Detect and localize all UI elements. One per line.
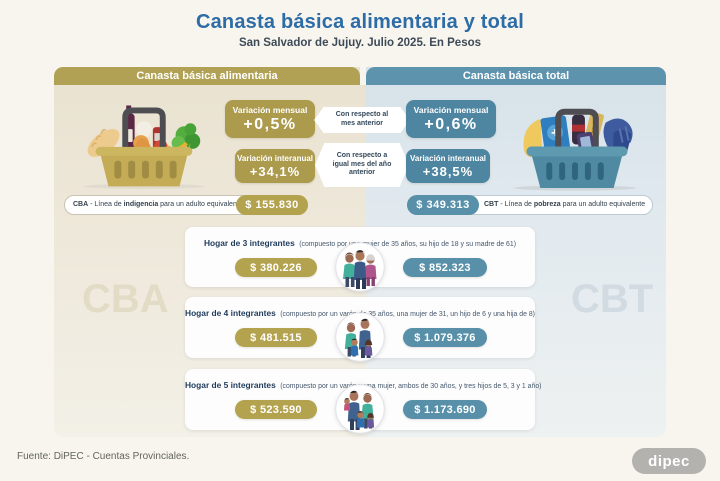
cbt-monthly-variation-label: Variación mensual	[413, 104, 489, 115]
cba-adult-line: CBA - Línea de indigencia para un adulto…	[64, 195, 308, 215]
cbt-yearly-variation-label: Variación interanual	[409, 153, 487, 163]
food-basket-icon	[70, 91, 218, 191]
page-title: Canasta básica alimentaria y total	[195, 11, 525, 33]
cba-watermark: CBA	[82, 277, 169, 321]
cba-monthly-variation-label: Variación mensual	[232, 104, 308, 115]
goods-basket-icon: TICKET	[500, 89, 654, 193]
household-5-card: Hogar de 5 integrantes (compuesto por un…	[185, 369, 542, 434]
household-3-cba-value: $ 380.226	[235, 258, 317, 277]
header-divider	[360, 67, 366, 85]
family-of-4-icon	[335, 312, 385, 362]
family-of-5-icon	[335, 384, 385, 434]
household-4-cba-value: $ 481.515	[235, 328, 317, 347]
cba-adult-line-value: $ 155.830	[236, 195, 308, 215]
family-of-3-icon	[335, 242, 385, 292]
cbt-adult-line-label: CBT - Línea de pobreza para un adulto eq…	[484, 201, 646, 208]
household-5-cbt-value: $ 1.173.690	[403, 400, 487, 419]
cba-monthly-variation-box: Variación mensual +0,5%	[225, 100, 315, 138]
cba-yearly-variation-value: +34,1%	[249, 163, 301, 179]
cbt-watermark: CBT	[571, 277, 654, 321]
household-4-card: Hogar de 4 integrantes (compuesto por un…	[185, 297, 535, 362]
household-4-cbt-value: $ 1.079.376	[403, 328, 487, 347]
main-panel: Canasta básica alimentaria Canasta básic…	[54, 67, 666, 437]
yearly-connector-note: Con respecto a igual mes del año anterio…	[315, 143, 409, 187]
cba-header: Canasta básica alimentaria	[54, 67, 360, 85]
page-subtitle: San Salvador de Jujuy. Julio 2025. En Pe…	[238, 37, 482, 49]
household-5-cba-value: $ 523.590	[235, 400, 317, 419]
cbt-monthly-variation-value: +0,6%	[424, 115, 478, 133]
household-3-title: Hogar de 3 integrantes (compuesto por un…	[203, 238, 517, 248]
dipec-logo: dipec	[632, 448, 706, 474]
cba-yearly-variation-box: Variación interanual +34,1%	[235, 149, 315, 183]
household-3-card: Hogar de 3 integrantes (compuesto por un…	[185, 227, 535, 292]
cba-yearly-variation-label: Variación interanual	[236, 153, 314, 163]
source-note: Fuente: DiPEC - Cuentas Provinciales.	[17, 451, 190, 462]
monthly-connector-note: Con respecto al mes anterior	[314, 107, 410, 133]
cba-adult-line-label: CBA - Línea de indigencia para un adulto…	[73, 201, 243, 208]
cba-monthly-variation-value: +0,5%	[243, 115, 297, 133]
cbt-adult-line: $ 349.313 CBT - Línea de pobreza para un…	[407, 195, 653, 215]
cbt-yearly-variation-box: Variación interanual +38,5%	[406, 149, 490, 183]
household-3-cbt-value: $ 852.323	[403, 258, 487, 277]
cbt-yearly-variation-value: +38,5%	[422, 163, 474, 179]
household-5-title: Hogar de 5 integrantes (compuesto por un…	[185, 380, 542, 390]
household-4-title: Hogar de 4 integrantes (compuesto por un…	[185, 308, 535, 318]
cbt-adult-line-value: $ 349.313	[407, 195, 479, 215]
cbt-monthly-variation-box: Variación mensual +0,6%	[406, 100, 496, 138]
cbt-header: Canasta básica total	[366, 67, 666, 85]
